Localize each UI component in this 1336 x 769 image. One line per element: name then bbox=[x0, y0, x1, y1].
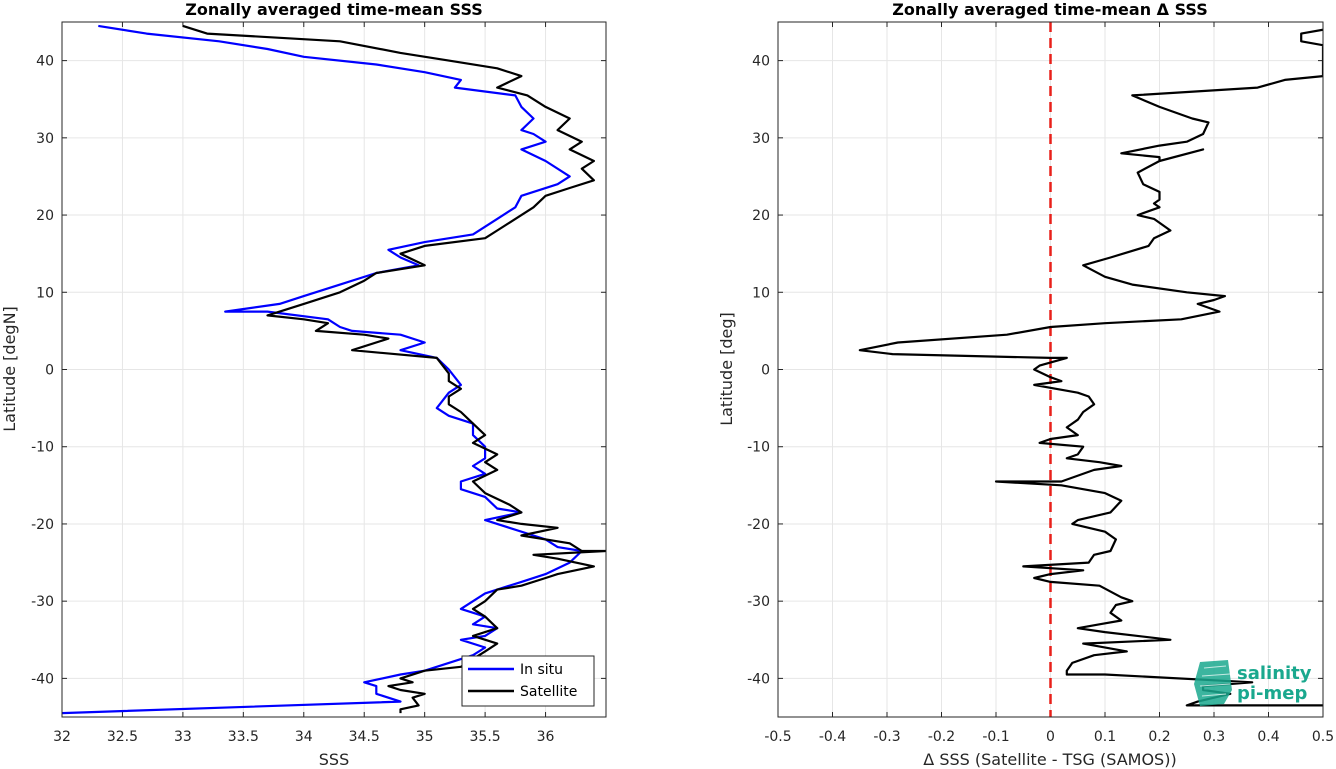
left-x-tick-label: 33 bbox=[174, 729, 192, 745]
right-x-tick-label: 0.1 bbox=[1094, 729, 1116, 745]
left-panel: 32 32.5 33 33.5 34 34.5 35 35.5 36 -40 -30 -20 -10 0 1… bbox=[0, 0, 607, 769]
left-x-tick-label: 35 bbox=[416, 729, 434, 745]
left-series-line-in-situ bbox=[62, 24, 583, 715]
legend-label-in-situ: In situ bbox=[520, 662, 563, 678]
left-y-tick-label: -20 bbox=[31, 517, 54, 533]
right-y-tick-label: -10 bbox=[747, 440, 770, 456]
left-x-tick-label: 34.5 bbox=[349, 729, 380, 745]
legend-label-satellite: Satellite bbox=[520, 684, 577, 700]
logo-line-1: salinity bbox=[1237, 663, 1312, 684]
right-x-tick-label: 0.5 bbox=[1312, 729, 1334, 745]
right-chart-title: Zonally averaged time-mean Δ SSS bbox=[892, 0, 1208, 19]
logo-line-2: pi-mep bbox=[1237, 683, 1307, 704]
right-series-line-delta bbox=[858, 28, 1323, 707]
right-x-tick-label: -0.3 bbox=[873, 729, 900, 745]
right-x-tick-label: -0.4 bbox=[819, 729, 846, 745]
legend-box bbox=[461, 655, 595, 707]
right-tick-labels: -0.5 -0.4 -0.3 -0.2 -0.1 0 0.1 0.2 0.3 0.4 0.5 -40 -… bbox=[747, 54, 1334, 745]
left-series-line-satellite bbox=[182, 24, 606, 714]
right-y-tick-label: 20 bbox=[752, 208, 770, 224]
left-x-axis-label: SSS bbox=[319, 750, 349, 769]
left-chart-title: Zonally averaged time-mean SSS bbox=[185, 0, 483, 19]
left-y-tick-label: -40 bbox=[31, 671, 54, 687]
left-y-tick-label: 0 bbox=[45, 363, 54, 379]
right-y-tick-label: 40 bbox=[752, 54, 770, 70]
left-x-tick-label: 32 bbox=[53, 729, 71, 745]
left-tick-labels: 32 32.5 33 33.5 34 34.5 35 35.5 36 -40 -30 -20 -10 0 1… bbox=[31, 54, 554, 745]
salinity-pi-mep-logo: salinity pi-mep bbox=[1194, 660, 1312, 706]
left-y-tick-label: -30 bbox=[31, 594, 54, 610]
right-x-tick-label: -0.2 bbox=[928, 729, 955, 745]
left-y-tick-label: 20 bbox=[36, 208, 54, 224]
right-y-tick-label: 0 bbox=[761, 363, 770, 379]
left-series-group bbox=[62, 24, 606, 715]
right-plot-frame bbox=[777, 21, 1324, 718]
right-y-axis-label: Latitude [deg] bbox=[717, 312, 736, 426]
right-y-tick-label: -40 bbox=[747, 671, 770, 687]
right-y-tick-label: -20 bbox=[747, 517, 770, 533]
right-x-tick-label: 0.4 bbox=[1257, 729, 1279, 745]
left-x-tick-label: 36 bbox=[537, 729, 555, 745]
right-x-tick-label: -0.1 bbox=[982, 729, 1009, 745]
right-x-tick-label: 0.2 bbox=[1148, 729, 1170, 745]
left-x-tick-label: 32.5 bbox=[107, 729, 138, 745]
right-x-axis-label: Δ SSS (Satellite - TSG (SAMOS)) bbox=[923, 750, 1176, 769]
right-y-tick-label: -30 bbox=[747, 594, 770, 610]
left-y-tick-label: -10 bbox=[31, 440, 54, 456]
right-x-tick-label: -0.5 bbox=[764, 729, 791, 745]
left-y-tick-label: 10 bbox=[36, 285, 54, 301]
right-panel: -0.5 -0.4 -0.3 -0.2 -0.1 0 0.1 0.2 0.3 0.4 0.5 -40 -… bbox=[717, 0, 1334, 769]
left-y-tick-label: 40 bbox=[36, 54, 54, 70]
right-y-tick-label: 10 bbox=[752, 285, 770, 301]
left-gridlines bbox=[61, 22, 606, 717]
right-series-group bbox=[858, 22, 1323, 717]
left-y-tick-label: 30 bbox=[36, 131, 54, 147]
legend: In situ Satellite bbox=[461, 655, 595, 707]
left-x-tick-label: 35.5 bbox=[470, 729, 501, 745]
left-plot-frame bbox=[61, 21, 607, 718]
right-y-tick-label: 30 bbox=[752, 131, 770, 147]
right-x-tick-label: 0 bbox=[1046, 729, 1055, 745]
left-y-axis-label: Latitude [degN] bbox=[0, 306, 19, 432]
left-x-tick-label: 33.5 bbox=[228, 729, 259, 745]
left-x-tick-label: 34 bbox=[295, 729, 313, 745]
logo-globe-icon bbox=[1194, 660, 1232, 706]
right-x-tick-label: 0.3 bbox=[1203, 729, 1225, 745]
